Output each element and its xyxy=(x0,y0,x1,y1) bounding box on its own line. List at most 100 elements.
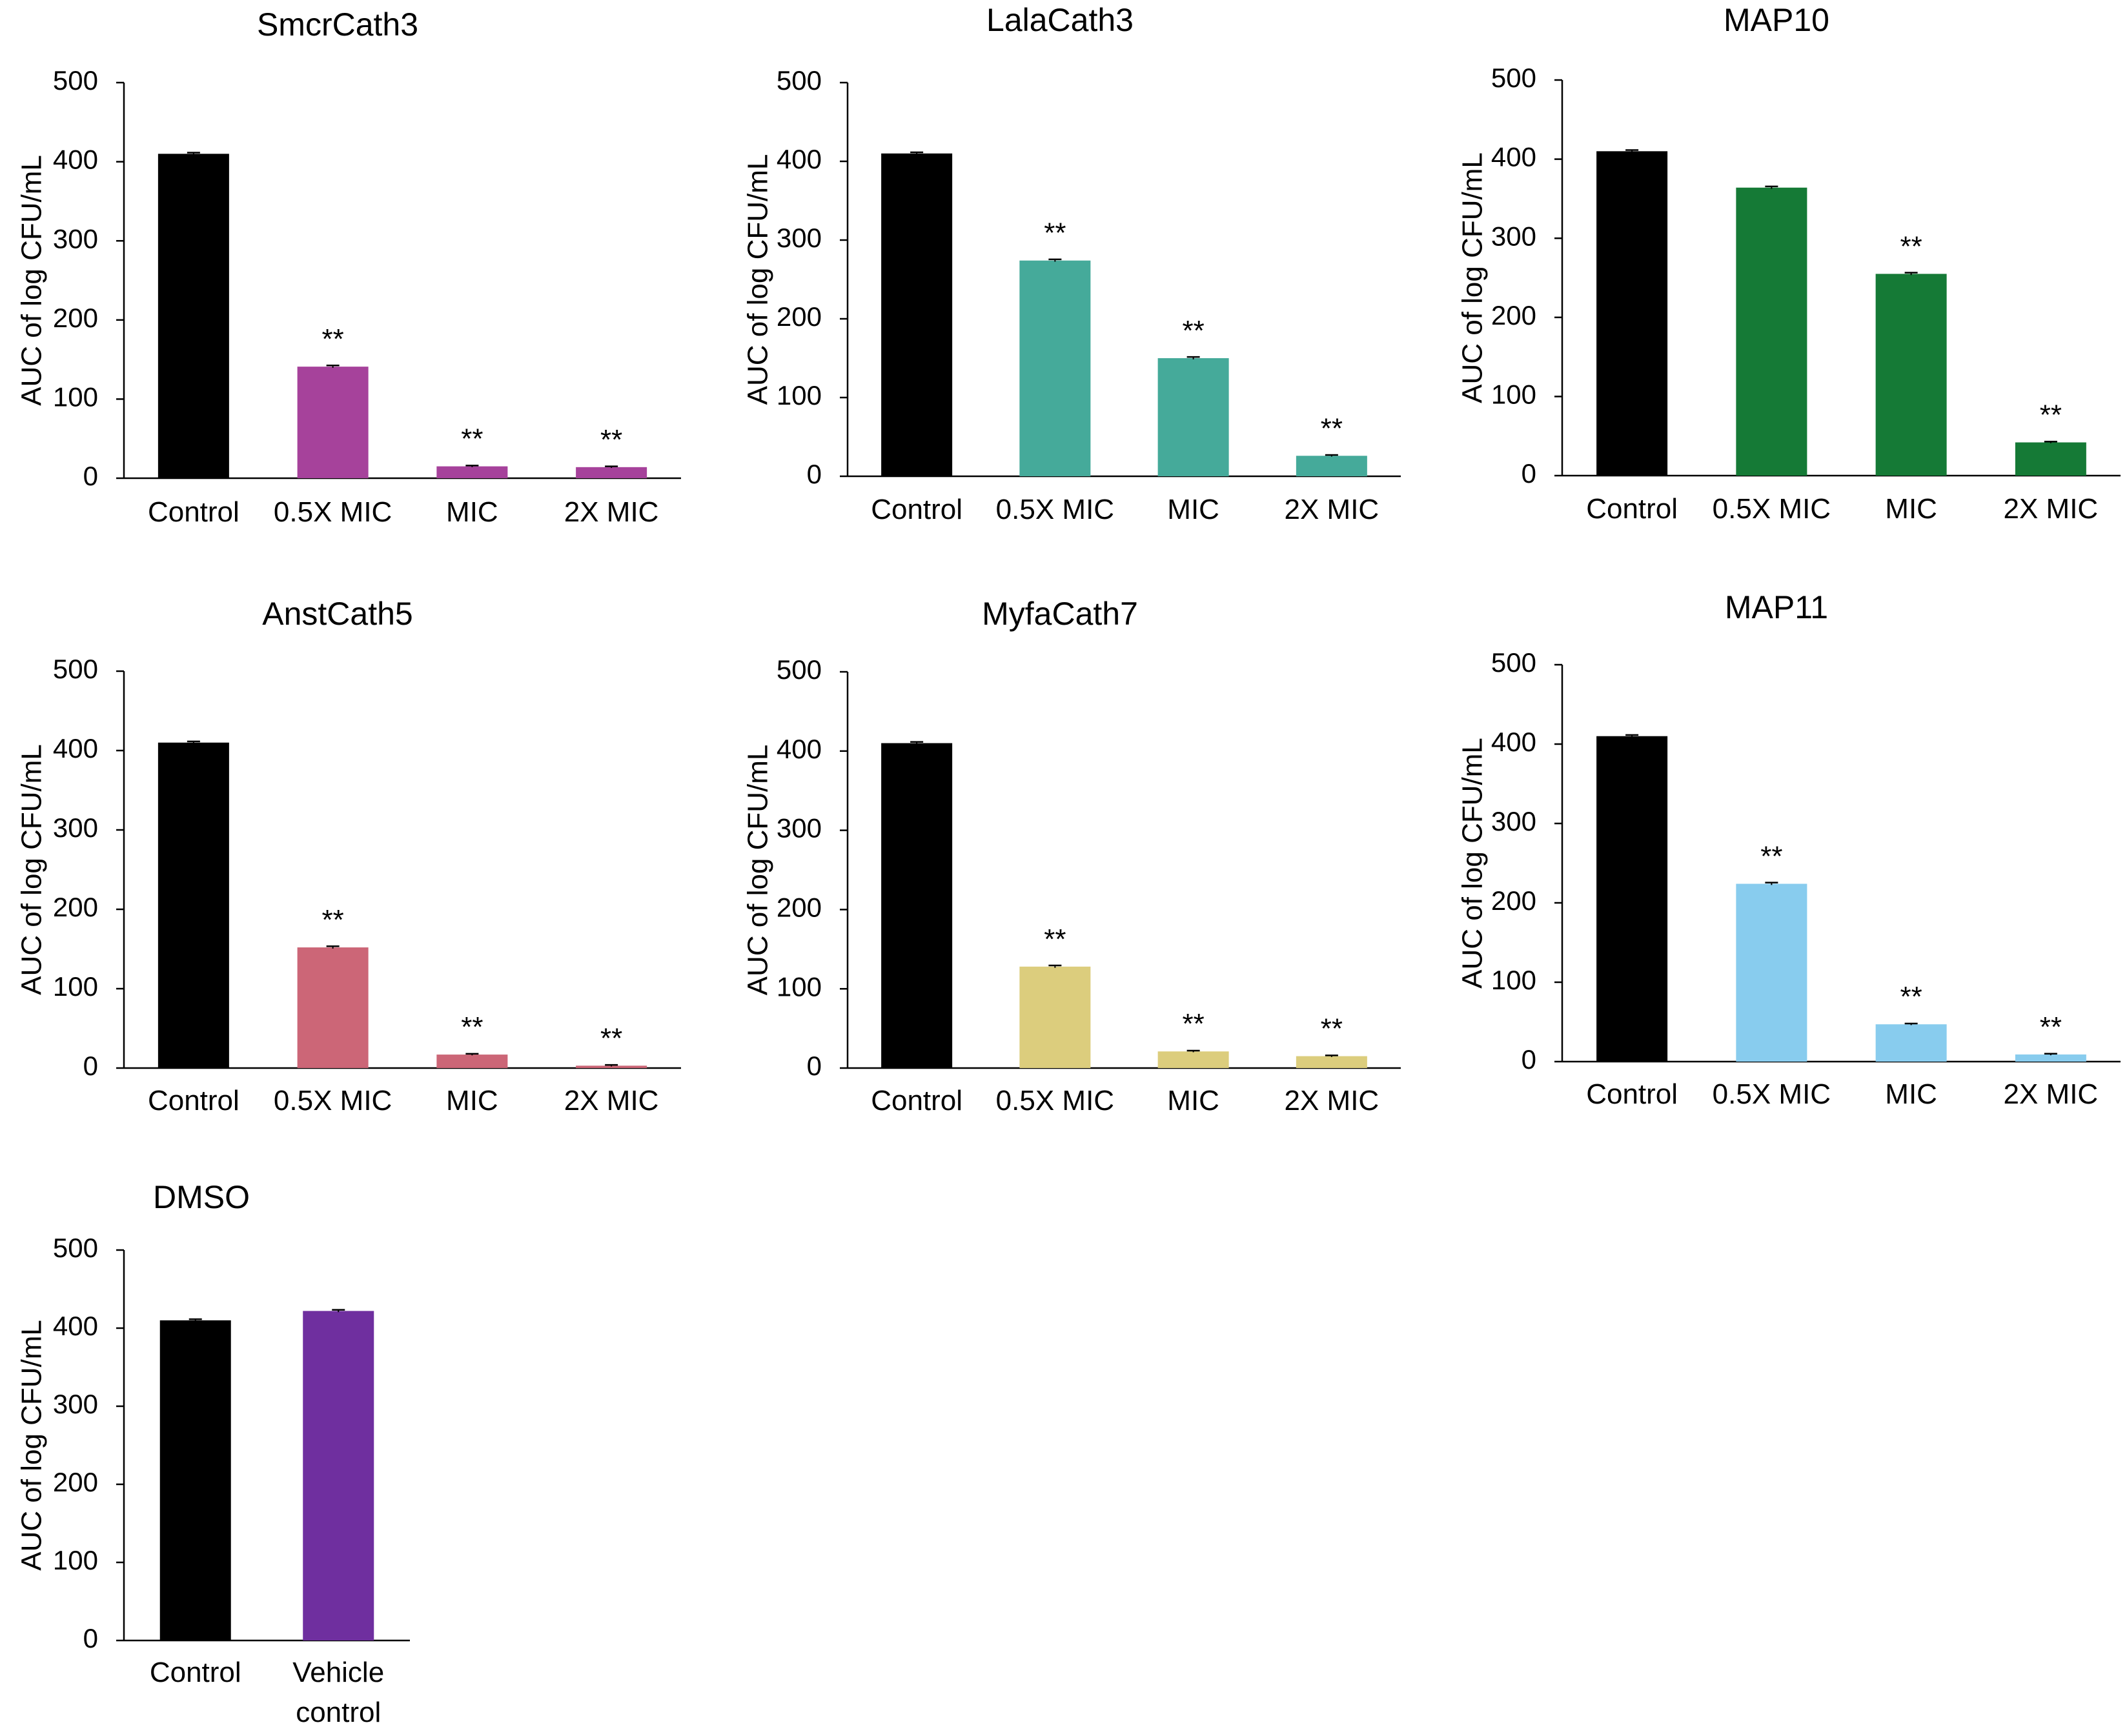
category-label-line: 0.5X MIC xyxy=(274,496,392,528)
category-label: 0.5X MIC xyxy=(996,1085,1114,1116)
category-label-line: control xyxy=(296,1697,381,1728)
y-tick-label: 400 xyxy=(53,1311,98,1341)
bar xyxy=(1019,260,1091,476)
y-tick-label: 100 xyxy=(53,971,98,1002)
bar xyxy=(881,153,953,477)
significance-label: ** xyxy=(1321,412,1343,444)
significance-label: ** xyxy=(1044,217,1066,249)
bar xyxy=(1157,1051,1229,1068)
y-tick-label: 200 xyxy=(53,1467,98,1497)
chart-panel-anstcath5: AnstCath5 AUC of log CFU/mL 0 100 200 300 400 5… xyxy=(16,596,681,1116)
y-tick-label: 400 xyxy=(777,734,822,764)
category-label: Control xyxy=(150,1657,241,1688)
y-tick-label: 300 xyxy=(777,223,822,253)
category-label-line: MIC xyxy=(1167,494,1219,525)
category-label-line: Vehicle xyxy=(292,1657,384,1688)
category-label: Control xyxy=(1586,493,1678,525)
y-axis-label: AUC of log CFU/mL xyxy=(1457,738,1489,989)
category-label-line: 2X MIC xyxy=(2004,1078,2099,1110)
y-axis-label: AUC of log CFU/mL xyxy=(742,745,774,996)
y-axis-label: AUC of log CFU/mL xyxy=(16,1320,48,1571)
category-label: Control xyxy=(148,1085,239,1116)
bar xyxy=(1736,883,1807,1062)
y-tick-label: 200 xyxy=(1491,885,1536,916)
y-tick-label: 500 xyxy=(777,65,822,96)
y-tick-label: 400 xyxy=(1491,142,1536,172)
bar xyxy=(436,1055,508,1068)
significance-label: ** xyxy=(1044,924,1066,955)
y-tick-label: 200 xyxy=(777,892,822,922)
y-tick-label: 400 xyxy=(53,145,98,175)
chart-panel-map11: MAP11 AUC of log CFU/mL 0 100 200 300 400 500 Co… xyxy=(1457,589,2121,1110)
bar xyxy=(1296,1056,1367,1068)
y-tick-label: 500 xyxy=(53,654,98,684)
y-tick-label: 200 xyxy=(777,301,822,332)
category-label-line: 2X MIC xyxy=(564,496,659,528)
category-label-line: 2X MIC xyxy=(2004,493,2099,525)
significance-label: ** xyxy=(461,1011,483,1043)
category-label-line: MIC xyxy=(446,496,498,528)
category-label-line: 0.5X MIC xyxy=(996,1085,1114,1116)
chart-title: MAP10 xyxy=(1724,2,1829,38)
significance-label: ** xyxy=(322,904,344,936)
y-tick-label: 300 xyxy=(1491,806,1536,836)
significance-label: ** xyxy=(1183,1008,1205,1040)
category-label: MIC xyxy=(1885,1078,1937,1110)
y-tick-label: 300 xyxy=(777,813,822,843)
y-tick-label: 500 xyxy=(777,654,822,685)
chart-panel-dmso: DMSO AUC of log CFU/mL 0 100 200 300 400 500 Con… xyxy=(16,1179,410,1728)
chart-title: SmcrCath3 xyxy=(257,6,418,43)
category-label: 0.5X MIC xyxy=(996,494,1114,525)
significance-label: ** xyxy=(600,1022,622,1054)
bar xyxy=(297,947,369,1068)
chart-panel-smcrcath3: SmcrCath3 AUC of log CFU/mL 0 100 200 300 400 5… xyxy=(16,6,681,528)
category-label: 2X MIC xyxy=(564,1085,659,1116)
y-tick-label: 300 xyxy=(53,812,98,843)
y-tick-label: 500 xyxy=(1491,63,1536,93)
y-axis-label: AUC of log CFU/mL xyxy=(1457,152,1489,403)
y-axis-label: AUC of log CFU/mL xyxy=(16,744,48,995)
y-tick-label: 400 xyxy=(1491,727,1536,757)
bar xyxy=(576,1065,647,1068)
bar xyxy=(881,743,953,1068)
bar xyxy=(2015,442,2086,476)
category-label: Vehicle control xyxy=(292,1657,384,1728)
significance-label: ** xyxy=(1900,981,1922,1013)
bar xyxy=(1875,1024,1947,1062)
significance-label: ** xyxy=(2040,1011,2062,1043)
y-tick-label: 100 xyxy=(777,971,822,1002)
y-tick-label: 500 xyxy=(1491,647,1536,678)
bar xyxy=(159,1320,231,1640)
y-tick-label: 300 xyxy=(1491,221,1536,251)
bar xyxy=(576,467,647,478)
y-tick-label: 0 xyxy=(1521,458,1536,489)
y-tick-label: 400 xyxy=(53,733,98,763)
category-label: Control xyxy=(871,1085,962,1116)
y-tick-label: 300 xyxy=(53,1389,98,1419)
bar xyxy=(303,1311,374,1640)
significance-label: ** xyxy=(461,423,483,455)
category-label-line: 0.5X MIC xyxy=(1713,493,1831,525)
category-label-line: Control xyxy=(871,494,962,525)
category-label: 0.5X MIC xyxy=(274,1085,392,1116)
significance-label: ** xyxy=(1760,840,1782,872)
chart-title: MAP11 xyxy=(1725,589,1828,625)
category-label: MIC xyxy=(1167,494,1219,525)
bar xyxy=(158,742,229,1068)
category-label-line: 2X MIC xyxy=(564,1085,659,1116)
category-label: 2X MIC xyxy=(2004,1078,2099,1110)
category-label: MIC xyxy=(446,496,498,528)
bar xyxy=(1875,274,1947,476)
y-tick-label: 500 xyxy=(53,1233,98,1263)
category-label-line: MIC xyxy=(1167,1085,1219,1116)
bar xyxy=(158,154,229,478)
bar xyxy=(297,367,369,478)
bar xyxy=(1296,456,1367,476)
category-label-line: Control xyxy=(871,1085,962,1116)
y-axis-label: AUC of log CFU/mL xyxy=(742,154,774,405)
category-label-line: 0.5X MIC xyxy=(274,1085,392,1116)
category-label: 0.5X MIC xyxy=(1713,493,1831,525)
category-label-line: Control xyxy=(148,496,239,528)
category-label: 0.5X MIC xyxy=(1713,1078,1831,1110)
